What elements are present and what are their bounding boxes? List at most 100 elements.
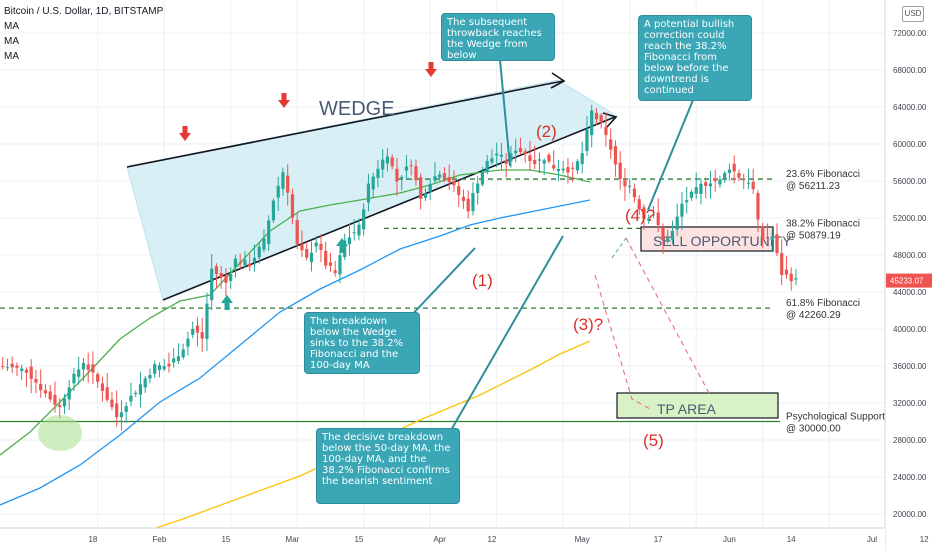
candle-body <box>756 193 760 220</box>
price-tick: 68000.00 <box>893 66 927 75</box>
candle-body <box>15 365 19 368</box>
candle-body <box>319 243 323 250</box>
candle-body <box>286 175 290 193</box>
price-tick: 60000.00 <box>893 140 927 149</box>
time-tick: 12 <box>920 535 929 544</box>
down-arrow-icon <box>278 93 290 108</box>
candle-body <box>566 167 570 173</box>
candle-body <box>186 338 190 347</box>
candle-body <box>371 176 375 190</box>
candle-body <box>53 394 57 405</box>
callout-bullish-correction: A potential bullish correction could rea… <box>638 15 752 101</box>
candle-body <box>447 177 451 183</box>
callout-throwback: The subsequent throwback reaches the Wed… <box>441 13 555 61</box>
wave-label: (3)? <box>573 315 603 334</box>
time-tick: May <box>575 535 590 544</box>
candle-body <box>10 363 14 368</box>
time-tick: Apr <box>433 535 446 544</box>
candle-body <box>214 266 219 274</box>
candle-body <box>295 220 299 245</box>
candle-body <box>309 252 314 263</box>
ma-legend-1[interactable]: MA <box>4 21 19 32</box>
candle-body <box>191 328 195 335</box>
candle-body <box>485 161 489 173</box>
candle-body <box>181 349 185 358</box>
candle-body <box>780 253 784 275</box>
candle-body <box>580 153 584 164</box>
candle-body <box>200 332 204 339</box>
candle-body <box>395 168 399 182</box>
candle-body <box>552 165 556 169</box>
candle-body <box>647 218 651 221</box>
callout-pointer <box>449 235 564 433</box>
candle-body <box>547 154 551 162</box>
currency-button[interactable]: USD <box>902 6 924 22</box>
level-label: Psychological Support <box>786 412 885 423</box>
candle-body <box>115 403 119 418</box>
callout-breakdown: The breakdown below the Wedge sinks to t… <box>304 312 420 374</box>
wedge-upper-arrowhead <box>550 72 566 89</box>
candle-body <box>594 112 599 120</box>
candle-body <box>528 155 532 162</box>
candle-body <box>409 165 413 167</box>
candle-body <box>689 191 694 198</box>
candle-body <box>670 230 675 240</box>
candle-body <box>262 238 266 250</box>
time-axis-background <box>0 528 885 550</box>
candle-body <box>96 374 100 382</box>
candle-body <box>476 183 480 193</box>
candle-body <box>466 198 470 212</box>
candle-body <box>29 366 33 379</box>
candle-body <box>732 163 736 172</box>
candle-body <box>153 364 157 374</box>
candle-body <box>314 242 318 247</box>
tp-zone <box>616 392 779 419</box>
candle-body <box>148 374 152 379</box>
ma-legend-2[interactable]: MA <box>4 36 19 47</box>
candle-body <box>628 185 632 187</box>
candle-body <box>290 194 295 218</box>
candle-body <box>219 273 223 278</box>
candle-body <box>556 168 561 172</box>
wedge-upper-line <box>126 80 564 168</box>
candle-body <box>347 237 352 245</box>
wave-label: (4)? <box>625 206 655 225</box>
candle-body <box>248 263 252 267</box>
price-axis[interactable]: 72000.00 68000.00 64000.00 60000.00 56000.00… <box>884 0 932 550</box>
price-tick: 36000.00 <box>893 362 927 371</box>
level-value: @ 42260.29 <box>786 310 841 321</box>
candle-body <box>642 207 646 220</box>
callout-pointer <box>647 99 694 211</box>
level-label: 38.2% Fibonacci <box>786 218 860 229</box>
candle-body <box>233 258 238 268</box>
candle-body <box>585 129 589 151</box>
time-tick: 17 <box>654 535 663 544</box>
ma-legend-3[interactable]: MA <box>4 51 19 62</box>
candle-body <box>661 227 665 241</box>
candle-body <box>575 161 580 171</box>
candle-body <box>43 390 48 394</box>
candle-body <box>343 240 347 258</box>
candle-body <box>761 226 765 239</box>
time-tick: 15 <box>354 535 363 544</box>
price-tick: 20000.00 <box>893 510 927 519</box>
time-axis[interactable]: 18 Feb 15 Mar 15 Apr 12 May 17 Jun 14 Jul 12 <box>0 527 929 550</box>
wedge-lower-line <box>162 116 616 301</box>
candle-body <box>685 200 689 203</box>
candle-body <box>604 127 608 135</box>
price-tick: 40000.00 <box>893 325 927 334</box>
candle-body <box>675 216 679 230</box>
candle-body <box>523 151 527 155</box>
candle-body <box>352 232 356 234</box>
up-arrow-icon <box>221 295 233 310</box>
level-label: 61.8% Fibonacci <box>786 298 860 309</box>
candle-body <box>58 405 62 407</box>
candle-body <box>252 257 257 263</box>
candle-body <box>751 181 755 190</box>
candle-body <box>571 167 575 169</box>
candle-body <box>509 153 513 161</box>
candle-body <box>276 185 280 198</box>
candle-body <box>100 383 105 391</box>
candle-body <box>5 367 10 369</box>
